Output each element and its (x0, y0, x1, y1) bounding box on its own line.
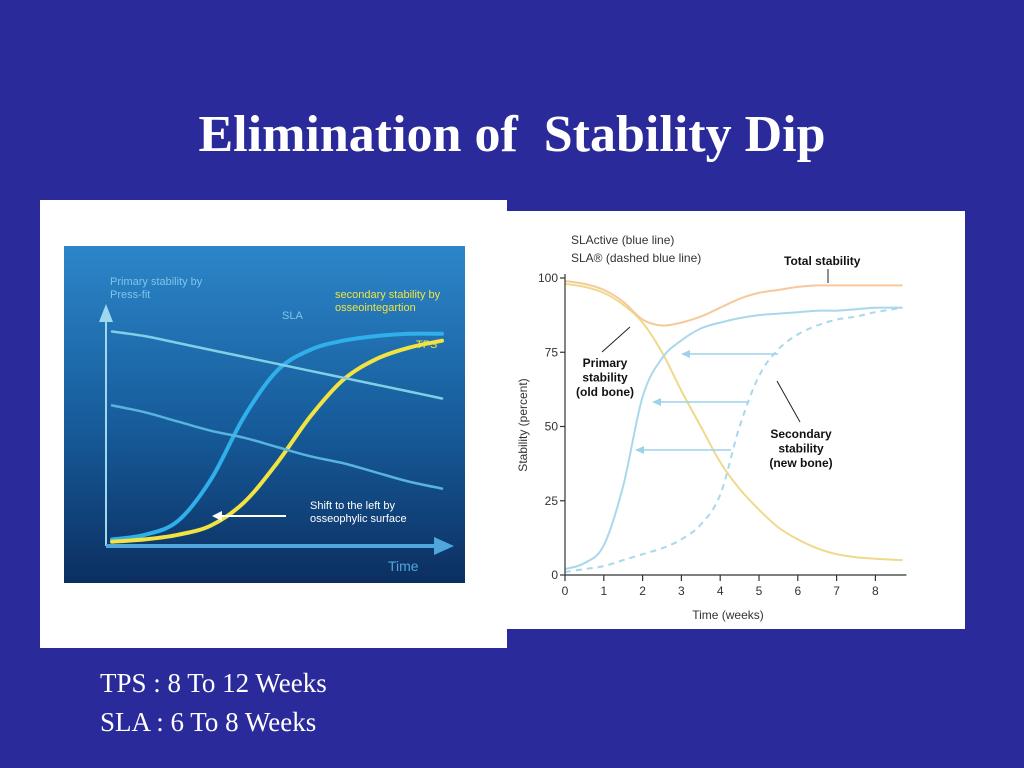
right-x-tick-label: 7 (833, 584, 840, 598)
right-x-tick-label: 2 (639, 584, 646, 598)
left-chart-series (110, 330, 444, 544)
right-chart-panel: 0 25 50 75 100 0 1 2 3 4 5 6 7 8 SLActive (blue line)… (507, 211, 965, 629)
right-x-tick-label: 3 (678, 584, 685, 598)
left-shift-annotation: Shift to the left by osseophylic surface (310, 500, 407, 525)
right-y-tick-label: 50 (545, 420, 559, 434)
left-primary-annotation: Primary stability by Press-fit (110, 276, 203, 301)
right-x-tick-label: 1 (600, 584, 607, 598)
shift-arrow-icon (212, 511, 222, 521)
right-total-annotation: Total stability (784, 254, 861, 268)
left-x-axis-label: Time (388, 558, 419, 574)
right-primary-annotation: Primary stability (old bone) (576, 356, 634, 399)
left-sla-curve (110, 331, 444, 542)
right-chart-svg: 0 25 50 75 100 0 1 2 3 4 5 6 7 8 SLActive (blue line)… (516, 233, 907, 622)
left-x-axis-arrow-icon (434, 537, 454, 555)
left-secondary-annotation: secondary stability by osseointegartion (335, 289, 441, 314)
tps-note: TPS : 8 To 12 Weeks (100, 668, 327, 698)
right-y-tick-label: 0 (551, 568, 558, 582)
right-x-tick-label: 8 (872, 584, 879, 598)
sla-note: SLA : 6 To 8 Weeks (100, 707, 317, 737)
right-x-tick-label: 5 (756, 584, 763, 598)
left-y-axis-arrow-icon (99, 304, 113, 322)
right-legend-line-1: SLActive (blue line) (571, 233, 674, 247)
right-y-tick-label: 75 (545, 345, 559, 359)
right-slactive-curve (564, 306, 903, 571)
left-lower-stability-line (110, 404, 444, 490)
right-legend-line-2: SLA® (dashed blue line) (571, 251, 701, 265)
left-chart-background (64, 246, 465, 583)
left-tps-curve (110, 338, 444, 544)
slide-title: Elimination of Stability Dip (198, 106, 826, 163)
left-sla-label: SLA (282, 310, 303, 322)
right-y-tick-label: 25 (545, 494, 559, 508)
right-sla-dashed-curve (564, 306, 903, 573)
right-secondary-leader (776, 380, 801, 423)
right-x-axis-label: Time (weeks) (692, 608, 764, 622)
right-secondary-annotation: Secondary stability (new bone) (769, 427, 832, 470)
left-chart-svg: Primary stability by Press-fit secondary … (64, 246, 465, 583)
right-arrow-icon-1 (681, 350, 690, 358)
left-upper-stability-line (110, 330, 444, 400)
left-tps-label: TPS (416, 339, 437, 351)
right-x-tick-label: 6 (794, 584, 801, 598)
right-x-tick-label: 0 (562, 584, 569, 598)
right-x-tick-label: 4 (717, 584, 724, 598)
right-arrow-icon-2 (652, 398, 661, 406)
right-y-tick-label: 100 (538, 271, 558, 285)
slide-notes: TPS : 8 To 12 Weeks SLA : 6 To 8 Weeks (100, 664, 327, 742)
right-chart-series (564, 280, 903, 573)
right-primary-curve (564, 282, 903, 562)
left-chart-panel: Primary stability by Press-fit secondary … (40, 200, 507, 648)
right-total-curve (564, 280, 903, 327)
right-chart-axes: 0 25 50 75 100 0 1 2 3 4 5 6 7 8 (538, 271, 907, 598)
right-primary-leader (601, 326, 631, 353)
right-arrow-icon-3 (635, 446, 644, 454)
right-y-axis-label: Stability (percent) (516, 378, 530, 471)
